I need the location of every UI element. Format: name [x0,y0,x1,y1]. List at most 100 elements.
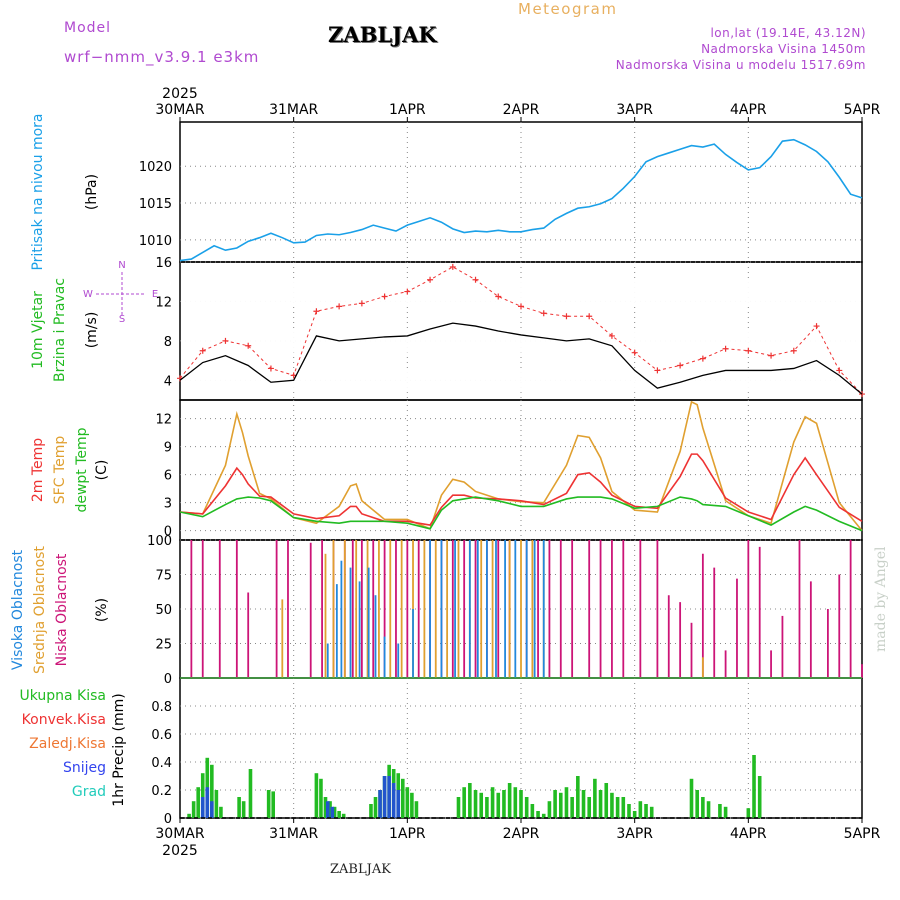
pressure-line [179,138,863,262]
compass-letter: W [83,289,93,300]
wind-gust-marker [790,347,797,354]
y-tick-label-cloud: 50 [155,603,172,618]
precip-legend-2: Zaledj.Kisa [29,736,106,752]
wind-ylabel-line2: Brzina i Pravac [52,278,68,382]
wind-arrow-band [181,368,861,393]
precip-bar-0 [210,764,214,818]
y-tick-label-wind: 12 [155,295,172,310]
precip-bar-0 [547,801,552,818]
precip-bar-0 [695,790,699,818]
elevation-label: Nadmorska Visina 1450m [701,42,866,56]
precip-bar-0 [196,787,200,818]
precip-bar-1 [391,783,396,818]
pressure-unit: (hPa) [84,174,100,210]
wind-arrow-band [181,329,861,353]
cloud-ylabel-2: Niska Oblacnost [54,553,70,666]
precip-bar-0 [723,806,728,818]
wind-gust-marker [472,276,479,283]
precip-bar-0 [519,790,523,818]
precip-bar-0 [706,801,711,818]
wind-gust-marker [222,337,229,344]
precip-bar-0 [598,790,603,818]
precip-bar-0 [746,808,751,818]
precip-bar-1 [325,801,330,818]
wind-speed-line [179,322,863,395]
y-tick-label-precip: 0.2 [151,784,172,799]
precip-bar-0 [456,797,461,818]
precip-bar-0 [191,801,196,818]
y-tick-label-wind: 4 [164,374,172,389]
top-date-label: 1APR [389,102,426,118]
bottom-date-label: 2APR [503,826,540,842]
wind-gust-marker [449,263,456,270]
bottom-date-label: 5APR [844,826,881,842]
precip-ylabel: 1hr Precip (mm) [111,693,127,806]
wind-gust-marker [768,352,775,359]
cloud-ylabel-1: Srednja Oblacnost [32,546,48,674]
wind-gust-marker [563,313,570,320]
wind-gust-marker [427,276,434,283]
wind-gust-marker [518,303,524,310]
precip-legend-4: Grad [72,784,106,800]
wind-gust-marker [722,345,729,352]
precip-bar-0 [644,804,648,818]
compass-letter: S [119,314,125,325]
wind-gust-marker [813,323,820,330]
precip-bar-0 [485,797,489,818]
bottom-date-label: 3APR [616,826,653,842]
precip-bar-0 [524,797,529,818]
precip-bar-0 [479,792,484,818]
coords-label: lon,lat (19.14E, 43.12N) [710,26,866,40]
precip-bar-1 [378,790,382,818]
precip-bar-0 [610,792,614,818]
precip-bar-0 [332,806,337,818]
top-date-label: 2APR [503,102,540,118]
precip-bar-0 [541,813,546,818]
compass-cross [96,272,146,316]
wind-gust-marker [631,349,638,356]
precip-bar-0 [373,797,378,818]
wind-gust-marker [267,365,274,372]
y-tick-label-temperature: 9 [164,441,172,456]
precip-bar-0 [689,778,694,818]
precip-bar-0 [570,797,574,818]
y-tick-label-pressure: 1010 [139,234,172,249]
precip-bar-1 [205,787,210,818]
y-tick-label-cloud: 25 [155,638,172,653]
top-date-label: 30MAR [155,102,204,118]
precip-bar-0 [627,804,631,818]
temp-ylabel-0: 2m Temp [30,438,46,502]
temp-line-0 [179,453,863,526]
y-tick-label-precip: 0.4 [151,756,172,771]
precip-bar-0 [237,797,241,818]
top-date-label: 4APR [730,102,767,118]
wind-gust-marker [245,342,252,349]
cloud-ylabel-0: Visoka Oblacnost [10,549,26,670]
wind-gust-marker [654,367,661,374]
precip-bar-0 [473,790,478,818]
precip-bar-0 [530,804,535,818]
y-tick-label-precip: 0.8 [151,700,172,715]
precip-bar-0 [615,797,620,818]
precip-bar-0 [576,776,580,818]
product-name: Meteogram [518,0,618,18]
wind-gust-marker [677,362,684,369]
precip-bar-0 [752,755,756,818]
y-tick-label-temperature: 12 [155,413,172,428]
precip-bar-1 [210,801,214,818]
y-tick-label-wind: 8 [164,335,172,350]
wind-gust-marker [381,293,388,300]
precip-legend-0: Ukupna Kisa [19,688,106,704]
bottom-date-label: 4APR [730,826,767,842]
wind-gust-marker [336,303,343,310]
precip-bar-0 [593,778,597,818]
y-tick-label-precip: 0.6 [151,728,172,743]
precip-bar-0 [219,806,223,818]
y-tick-label-temperature: 6 [164,469,172,484]
temp-ylabel-3: (C) [94,460,110,481]
wind-unit: (m/s) [84,312,100,349]
precip-bar-0 [701,797,705,818]
precip-bar-0 [462,787,466,818]
precip-bar-0 [214,790,219,818]
bottom-date-label: 1APR [389,826,426,842]
